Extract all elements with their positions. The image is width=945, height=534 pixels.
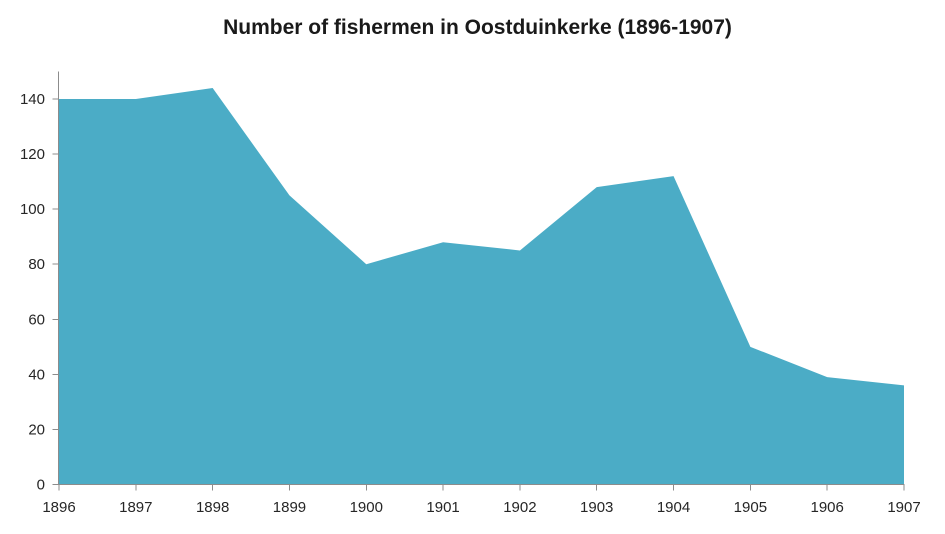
x-tick-label: 1906 — [810, 499, 843, 516]
x-tick-label: 1897 — [119, 499, 152, 516]
y-tick-label: 60 — [28, 311, 45, 328]
y-tick-label: 80 — [28, 256, 45, 273]
x-tick-label: 1896 — [42, 499, 75, 516]
x-tick-label: 1902 — [503, 499, 536, 516]
x-tick-label: 1905 — [734, 499, 767, 516]
x-tick-label: 1899 — [273, 499, 306, 516]
x-tick-label: 1903 — [580, 499, 613, 516]
x-tick-label: 1898 — [196, 499, 229, 516]
y-tick-label: 0 — [37, 477, 45, 494]
area-series-fishermen — [59, 88, 904, 485]
y-tick-label: 140 — [20, 91, 45, 108]
y-tick-label: 120 — [20, 146, 45, 163]
x-tick-label: 1900 — [350, 499, 383, 516]
y-tick-label: 100 — [20, 201, 45, 218]
chart-title: Number of fishermen in Oostduinkerke (18… — [223, 16, 732, 39]
x-tick-label: 1901 — [426, 499, 459, 516]
y-tick-label: 40 — [28, 366, 45, 383]
x-tick-label: 1907 — [887, 499, 920, 516]
y-tick-label: 20 — [28, 421, 45, 438]
x-tick-label: 1904 — [657, 499, 690, 516]
